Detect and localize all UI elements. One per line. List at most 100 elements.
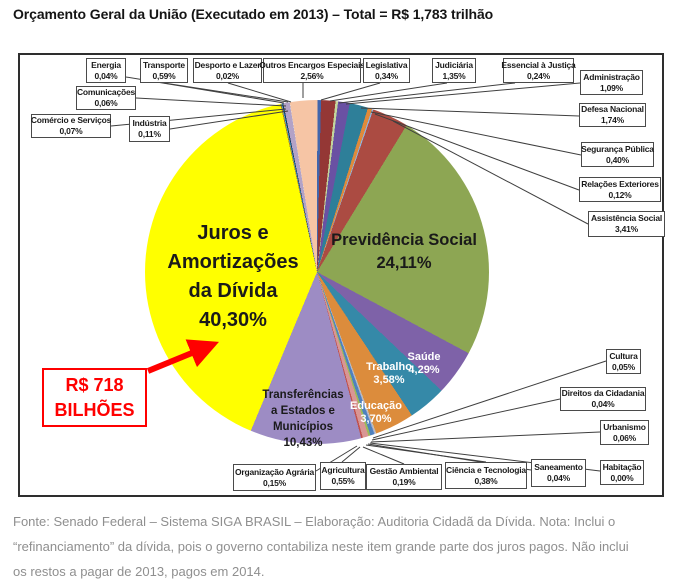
chart-title: Orçamento Geral da União (Executado em 2… [13,6,494,22]
label-box-title: Indústria [132,118,167,128]
label-box-cultura: Cultura 0,05% [606,349,641,374]
source-note-line: Fonte: Senado Federal – Sistema SIGA BRA… [13,514,616,529]
label-box-administracao: Administração 1,09% [580,70,643,95]
label-box-outros-encargos-especiais: Outros Encargos Especiais 2,56% [259,58,365,83]
label-box-value: 0,07% [59,126,83,136]
label-box-title: Assistência Social [590,213,663,223]
callout-line: R$ 718 [65,374,124,395]
label-box-title: Essencial à Justiça [501,59,576,70]
label-box-habitacao: Habitação 0,00% [600,460,644,485]
label-box-industria: Indústria 0,11% [129,116,170,142]
label-box-title: Legislativa [365,59,408,70]
label-box-defesa-nacional: Defesa Nacional 1,74% [579,103,646,127]
label-box-title: Habitação [602,461,642,472]
label-box-value: 0,55% [331,476,355,486]
label-box-value: 0,19% [392,477,416,487]
label-box-title: Outros Encargos Especiais [259,59,365,70]
label-box-title: Direitos da Cidadania [561,388,645,398]
label-box-value: 0,05% [611,361,636,372]
label-box-value: 0,06% [94,98,118,108]
label-box-comunicacoes: Comunicações 0,06% [76,86,136,110]
pie-label-line: 3,58% [373,374,405,386]
source-note: Fonte: Senado Federal – Sistema SIGA BRA… [13,509,688,583]
pie-label-line: da Dívida [188,280,278,302]
label-box-urbanismo: Urbanismo 0,06% [600,420,649,445]
label-box-value: 0,11% [138,129,161,139]
label-box-title: Desporto e Lazer [194,59,261,70]
pie-label-previdencia: Previdência Social 24,11% [331,229,477,275]
label-box-saneamento: Saneamento 0,04% [531,459,586,487]
label-box-title: Energia [91,59,121,70]
label-box-value: 0,38% [474,475,498,486]
label-box-relacoes-exteriores: Relações Exteriores 0,12% [579,177,661,202]
label-box-value: 1,09% [599,82,624,93]
pie-label-line: Trabalho [366,361,412,373]
label-box-title: Segurança Pública [581,143,654,154]
label-box-assistencia-social: Assistência Social 3,41% [588,211,665,237]
label-box-value: 0,00% [610,472,634,483]
label-box-energia: Energia 0,04% [86,58,126,83]
pie-label-line: 40,30% [199,309,267,331]
label-box-title: Judiciária [435,59,473,70]
label-box-value: 1,74% [600,115,625,125]
label-box-comercio-e-servicos: Comércio e Serviços 0,07% [31,114,111,138]
label-box-value: 0,15% [262,477,287,488]
pie-label-line: 3,70% [360,413,392,425]
label-box-title: Gestão Ambiental [369,466,439,476]
label-box-seguranca-publica: Segurança Pública 0,40% [581,142,654,167]
label-box-legislativa: Legislativa 0,34% [363,58,410,83]
pie-label-line: Juros e [197,222,269,244]
pie-label-line: 4,29% [408,364,440,376]
highlight-callout-box: R$ 718 BILHÕES [42,368,147,427]
label-box-title: Urbanismo [603,421,646,432]
source-note-line: “refinanciamento” da dívida, pois o gove… [13,539,629,554]
label-box-title: Saneamento [534,462,583,472]
pie-label-trabalho: Trabalho 3,58% [366,361,412,387]
label-box-value: 0,04% [591,399,615,409]
pie-label-line: Previdência Social [331,231,477,249]
label-box-title: Organização Agrária [234,466,315,477]
label-box-value: 0,04% [546,473,571,483]
label-box-value: 0,02% [215,70,240,81]
label-box-title: Relações Exteriores [581,178,659,189]
label-box-title: Administração [583,71,640,82]
label-box-value: 0,04% [94,70,118,81]
label-box-value: 3,41% [614,224,639,234]
label-box-title: Defesa Nacional [581,104,644,114]
pie-label-line: 24,11% [376,254,432,272]
pie-label-line: Municípios [272,421,334,433]
label-box-direitos-da-cidadania: Direitos da Cidadania 0,04% [560,387,646,411]
label-box-agricultura: Agricultura 0,55% [320,462,366,490]
label-box-value: 0,12% [608,189,632,200]
label-box-transporte: Transporte 0,59% [140,58,188,83]
label-box-title: Comércio e Serviços [30,115,112,125]
pie-label-transferencias: Transferências a Estados e Municípios 10… [262,387,343,451]
label-box-essencial-a-justica: Essencial à Justiça 0,24% [501,58,576,83]
label-box-organizacao-agraria: Organização Agrária 0,15% [233,464,316,491]
label-box-title: Transporte [143,59,185,70]
label-box-value: 2,56% [300,70,324,81]
pie-label-line: Amortizações [167,251,299,273]
label-box-title: Ciência e Tecnologia [446,464,526,475]
pie-label-line: a Estados e [271,405,335,417]
label-box-value: 0,40% [605,154,630,165]
label-box-value: 0,06% [612,432,637,443]
label-box-value: 0,24% [526,70,551,81]
callout-line: BILHÕES [54,399,135,420]
label-box-value: 1,35% [442,70,466,81]
label-box-value: 0,34% [374,70,399,81]
label-box-value: 0,59% [152,70,176,81]
pie-label-line: 10,43% [283,437,323,449]
label-box-gestao-ambiental: Gestão Ambiental 0,19% [366,464,442,490]
pie-label-educacao: Educação 3,70% [350,400,402,426]
pie-label-line: Saúde [407,351,441,363]
pie-label-juros: Juros e Amortizações da Dívida 40,30% [167,219,298,335]
label-box-title: Comunicações [76,87,136,97]
label-box-judiciaria: Judiciária 1,35% [432,58,476,83]
label-box-title: Cultura [609,350,638,361]
pie-label-line: Transferências [262,389,344,401]
label-box-title: Agricultura [321,465,365,475]
label-box-ciencia-e-tecnologia: Ciência e Tecnologia 0,38% [445,462,527,489]
pie-label-saude: Saúde 4,29% [407,351,440,377]
